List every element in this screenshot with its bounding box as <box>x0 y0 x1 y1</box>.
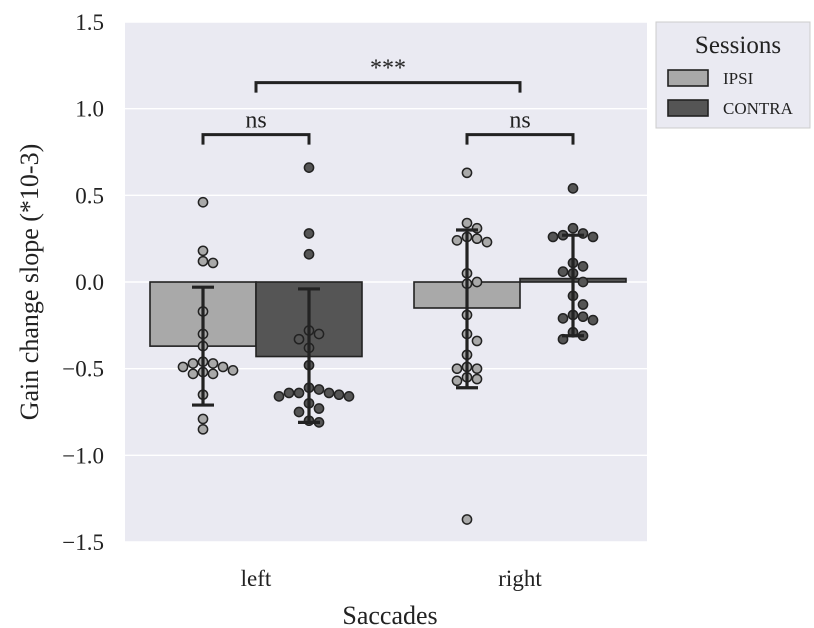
data-point-contra-left <box>343 391 355 402</box>
data-point-contra-left <box>293 333 305 345</box>
y-tick-label: −0.5 <box>62 357 104 382</box>
x-tick-label: right <box>498 566 542 591</box>
x-tick-labels: left right <box>241 566 543 591</box>
significance-label: ns <box>245 108 266 134</box>
x-axis-label: Saccades <box>342 601 437 628</box>
y-tick-label: 1.5 <box>75 10 104 35</box>
data-point-contra-right <box>587 231 599 243</box>
data-point-ipsi-left <box>207 358 219 369</box>
legend-swatch-ipsi <box>667 69 709 87</box>
data-point-contra-left <box>313 384 325 395</box>
data-point-ipsi-left <box>207 257 219 269</box>
data-point-contra-left <box>273 391 285 402</box>
legend-label-contra: CONTRA <box>723 99 794 118</box>
data-point-contra-left <box>293 406 305 418</box>
significance-bracket <box>201 133 311 145</box>
data-point-ipsi-left <box>227 365 239 376</box>
data-point-ipsi-left <box>177 361 189 373</box>
data-point-ipsi-left <box>187 358 199 369</box>
data-point-ipsi-right <box>451 363 463 375</box>
error-bars <box>192 228 584 424</box>
x-tick-label: left <box>241 566 272 591</box>
data-point-ipsi-left <box>207 368 219 380</box>
data-point-contra-left <box>333 389 345 401</box>
data-point-contra-left <box>323 387 335 399</box>
data-point-contra-right <box>567 222 579 234</box>
data-point-contra-right <box>577 261 589 272</box>
data-point-contra-left <box>283 387 295 399</box>
data-point-ipsi-right <box>471 276 483 288</box>
data-point-ipsi-right <box>461 217 473 229</box>
data-point-ipsi-right <box>471 335 483 347</box>
significance-annotations: ns ns *** <box>201 56 575 145</box>
significance-label: ns <box>509 108 530 134</box>
data-point-ipsi-right <box>451 235 463 246</box>
data-point-ipsi-right <box>481 236 493 248</box>
data-point-ipsi-left <box>197 196 209 208</box>
data-point-contra-left <box>293 387 305 399</box>
data-point-ipsi-left <box>197 413 209 425</box>
data-point-ipsi-right <box>471 363 483 375</box>
data-point-contra-right <box>567 183 579 194</box>
data-point-ipsi-left <box>187 368 199 380</box>
data-point-contra-right <box>547 231 559 243</box>
data-point-contra-left <box>313 403 325 414</box>
significance-bracket <box>254 81 522 93</box>
data-point-contra-left <box>303 162 315 173</box>
data-point-ipsi-left <box>217 361 229 373</box>
data-point-ipsi-right <box>451 375 463 387</box>
significance-label: *** <box>370 56 406 82</box>
y-tick-label: −1.0 <box>62 443 104 468</box>
y-tick-label: −1.5 <box>62 530 104 555</box>
legend: Sessions IPSI CONTRA <box>655 21 811 129</box>
significance-bracket <box>465 133 575 145</box>
legend-swatch-contra <box>667 99 709 117</box>
data-point-ipsi-right <box>461 167 473 179</box>
data-point-contra-right <box>587 314 599 326</box>
data-point-contra-right <box>577 311 589 323</box>
legend-label-ipsi: IPSI <box>723 69 754 88</box>
data-point-ipsi-right <box>471 373 483 385</box>
data-point-ipsi-left <box>197 423 209 435</box>
data-point-contra-left <box>303 248 315 260</box>
data-point-contra-right <box>557 266 569 277</box>
y-tick-label: 0.0 <box>75 270 104 295</box>
data-point-contra-right <box>577 276 589 288</box>
data-point-contra-left <box>303 228 315 239</box>
y-tick-label: 1.0 <box>75 97 104 122</box>
y-tick-labels: 1.5 1.0 0.5 0.0 −0.5 −1.0 −1.5 <box>62 10 104 555</box>
y-axis-label: Gain change slope (*10-3) <box>15 144 44 421</box>
data-point-ipsi-right <box>461 514 473 525</box>
data-point-ipsi-left <box>197 255 209 267</box>
legend-title: Sessions <box>695 32 781 59</box>
data-point-ipsi-left <box>197 245 209 257</box>
data-point-contra-right <box>557 313 569 324</box>
y-tick-label: 0.5 <box>75 183 104 208</box>
data-point-contra-left <box>313 328 325 340</box>
data-point-contra-right <box>577 299 589 310</box>
data-point-ipsi-right <box>471 233 483 245</box>
